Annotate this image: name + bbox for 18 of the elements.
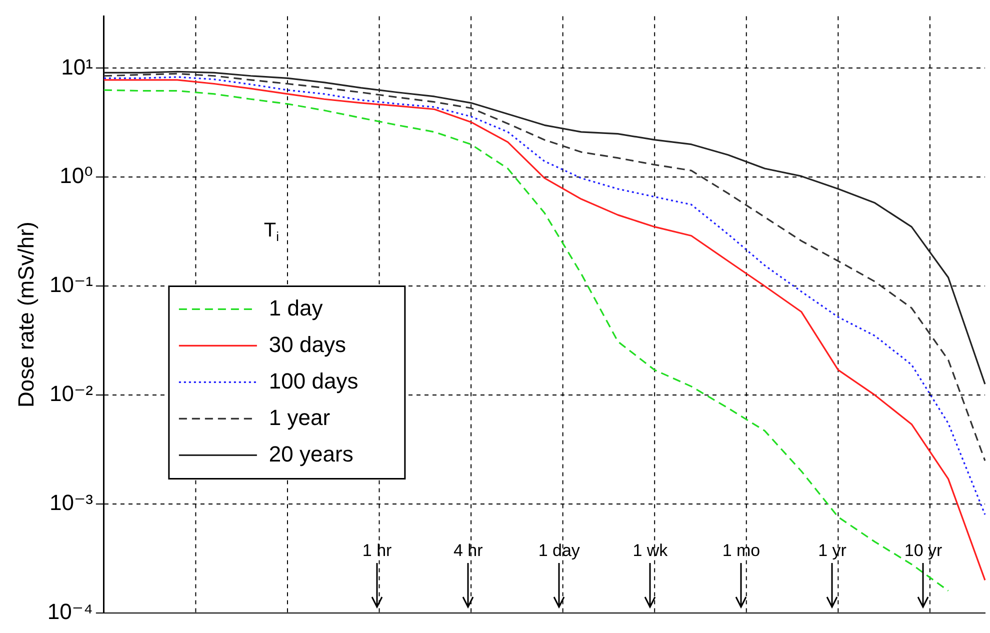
y-tick-label: 10⁰ — [60, 163, 94, 188]
annotation: 1 wk — [632, 541, 669, 561]
legend-label: 20 years — [268, 441, 354, 466]
legend-label: 1 year — [268, 404, 330, 430]
y-tick-label: 10⁻¹ — [50, 272, 93, 298]
y-tick-label: 10¹ — [61, 54, 93, 80]
annotation: 10 yr — [903, 541, 944, 561]
legend-label: 100 days — [268, 368, 358, 394]
y-tick-label: 10⁻⁴ — [47, 599, 93, 624]
y-tick-label: 10⁻³ — [50, 490, 93, 516]
annotation: 4 hr — [452, 541, 484, 561]
y-axis-title: Dose rate (mSv/hr) — [13, 222, 38, 408]
annotation: 1 day — [537, 541, 581, 561]
legend-label: 30 days — [268, 332, 346, 357]
annotation: 1 yr — [817, 541, 848, 561]
legend-label: 1 day — [268, 295, 323, 320]
annotation: 1 mo — [721, 541, 762, 561]
y-tick-label: 10⁻² — [50, 381, 93, 406]
